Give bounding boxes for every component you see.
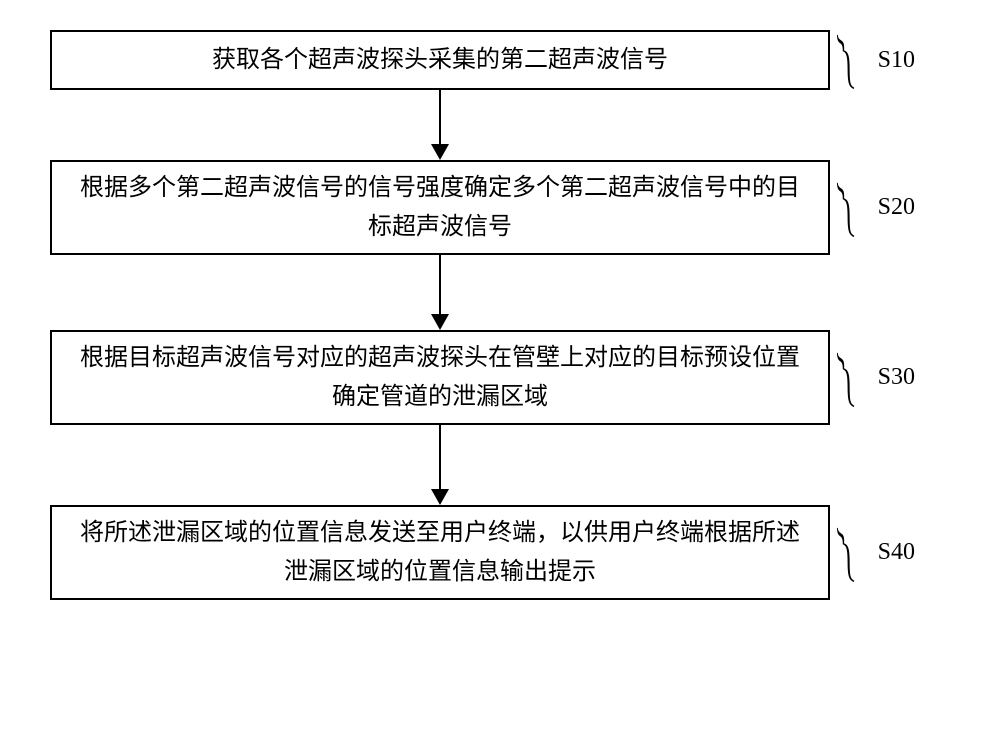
step-label: S40 bbox=[878, 539, 915, 566]
connector bbox=[50, 90, 830, 160]
step-label: S20 bbox=[878, 194, 915, 221]
step-box-s10: 获取各个超声波探头采集的第二超声波信号 bbox=[50, 30, 830, 90]
arrow-down-icon bbox=[431, 255, 449, 330]
step-text: 根据多个第二超声波信号的信号强度确定多个第二超声波信号中的目标超声波信号 bbox=[72, 169, 808, 246]
step-label: S10 bbox=[878, 47, 915, 74]
step-box-s40: 将所述泄漏区域的位置信息发送至用户终端，以供用户终端根据所述泄漏区域的位置信息输… bbox=[50, 505, 830, 600]
bracket-icon: ༽ bbox=[837, 190, 852, 226]
arrow-down-icon bbox=[431, 90, 449, 160]
step-text: 获取各个超声波探头采集的第二超声波信号 bbox=[212, 41, 668, 79]
step-row: 获取各个超声波探头采集的第二超声波信号 ༽ S10 bbox=[50, 30, 950, 90]
step-row: 将所述泄漏区域的位置信息发送至用户终端，以供用户终端根据所述泄漏区域的位置信息输… bbox=[50, 505, 950, 600]
connector bbox=[50, 425, 830, 505]
step-box-s30: 根据目标超声波信号对应的超声波探头在管壁上对应的目标预设位置确定管道的泄漏区域 bbox=[50, 330, 830, 425]
bracket-icon: ༽ bbox=[837, 42, 852, 78]
bracket-icon: ༽ bbox=[837, 360, 852, 396]
step-row: 根据目标超声波信号对应的超声波探头在管壁上对应的目标预设位置确定管道的泄漏区域 … bbox=[50, 330, 950, 425]
bracket-icon: ༽ bbox=[837, 535, 852, 571]
step-box-s20: 根据多个第二超声波信号的信号强度确定多个第二超声波信号中的目标超声波信号 bbox=[50, 160, 830, 255]
connector bbox=[50, 255, 830, 330]
step-text: 将所述泄漏区域的位置信息发送至用户终端，以供用户终端根据所述泄漏区域的位置信息输… bbox=[72, 514, 808, 591]
step-label: S30 bbox=[878, 364, 915, 391]
step-text: 根据目标超声波信号对应的超声波探头在管壁上对应的目标预设位置确定管道的泄漏区域 bbox=[72, 339, 808, 416]
flowchart-container: 获取各个超声波探头采集的第二超声波信号 ༽ S10 根据多个第二超声波信号的信号… bbox=[50, 30, 950, 600]
arrow-down-icon bbox=[431, 425, 449, 505]
step-row: 根据多个第二超声波信号的信号强度确定多个第二超声波信号中的目标超声波信号 ༽ S… bbox=[50, 160, 950, 255]
